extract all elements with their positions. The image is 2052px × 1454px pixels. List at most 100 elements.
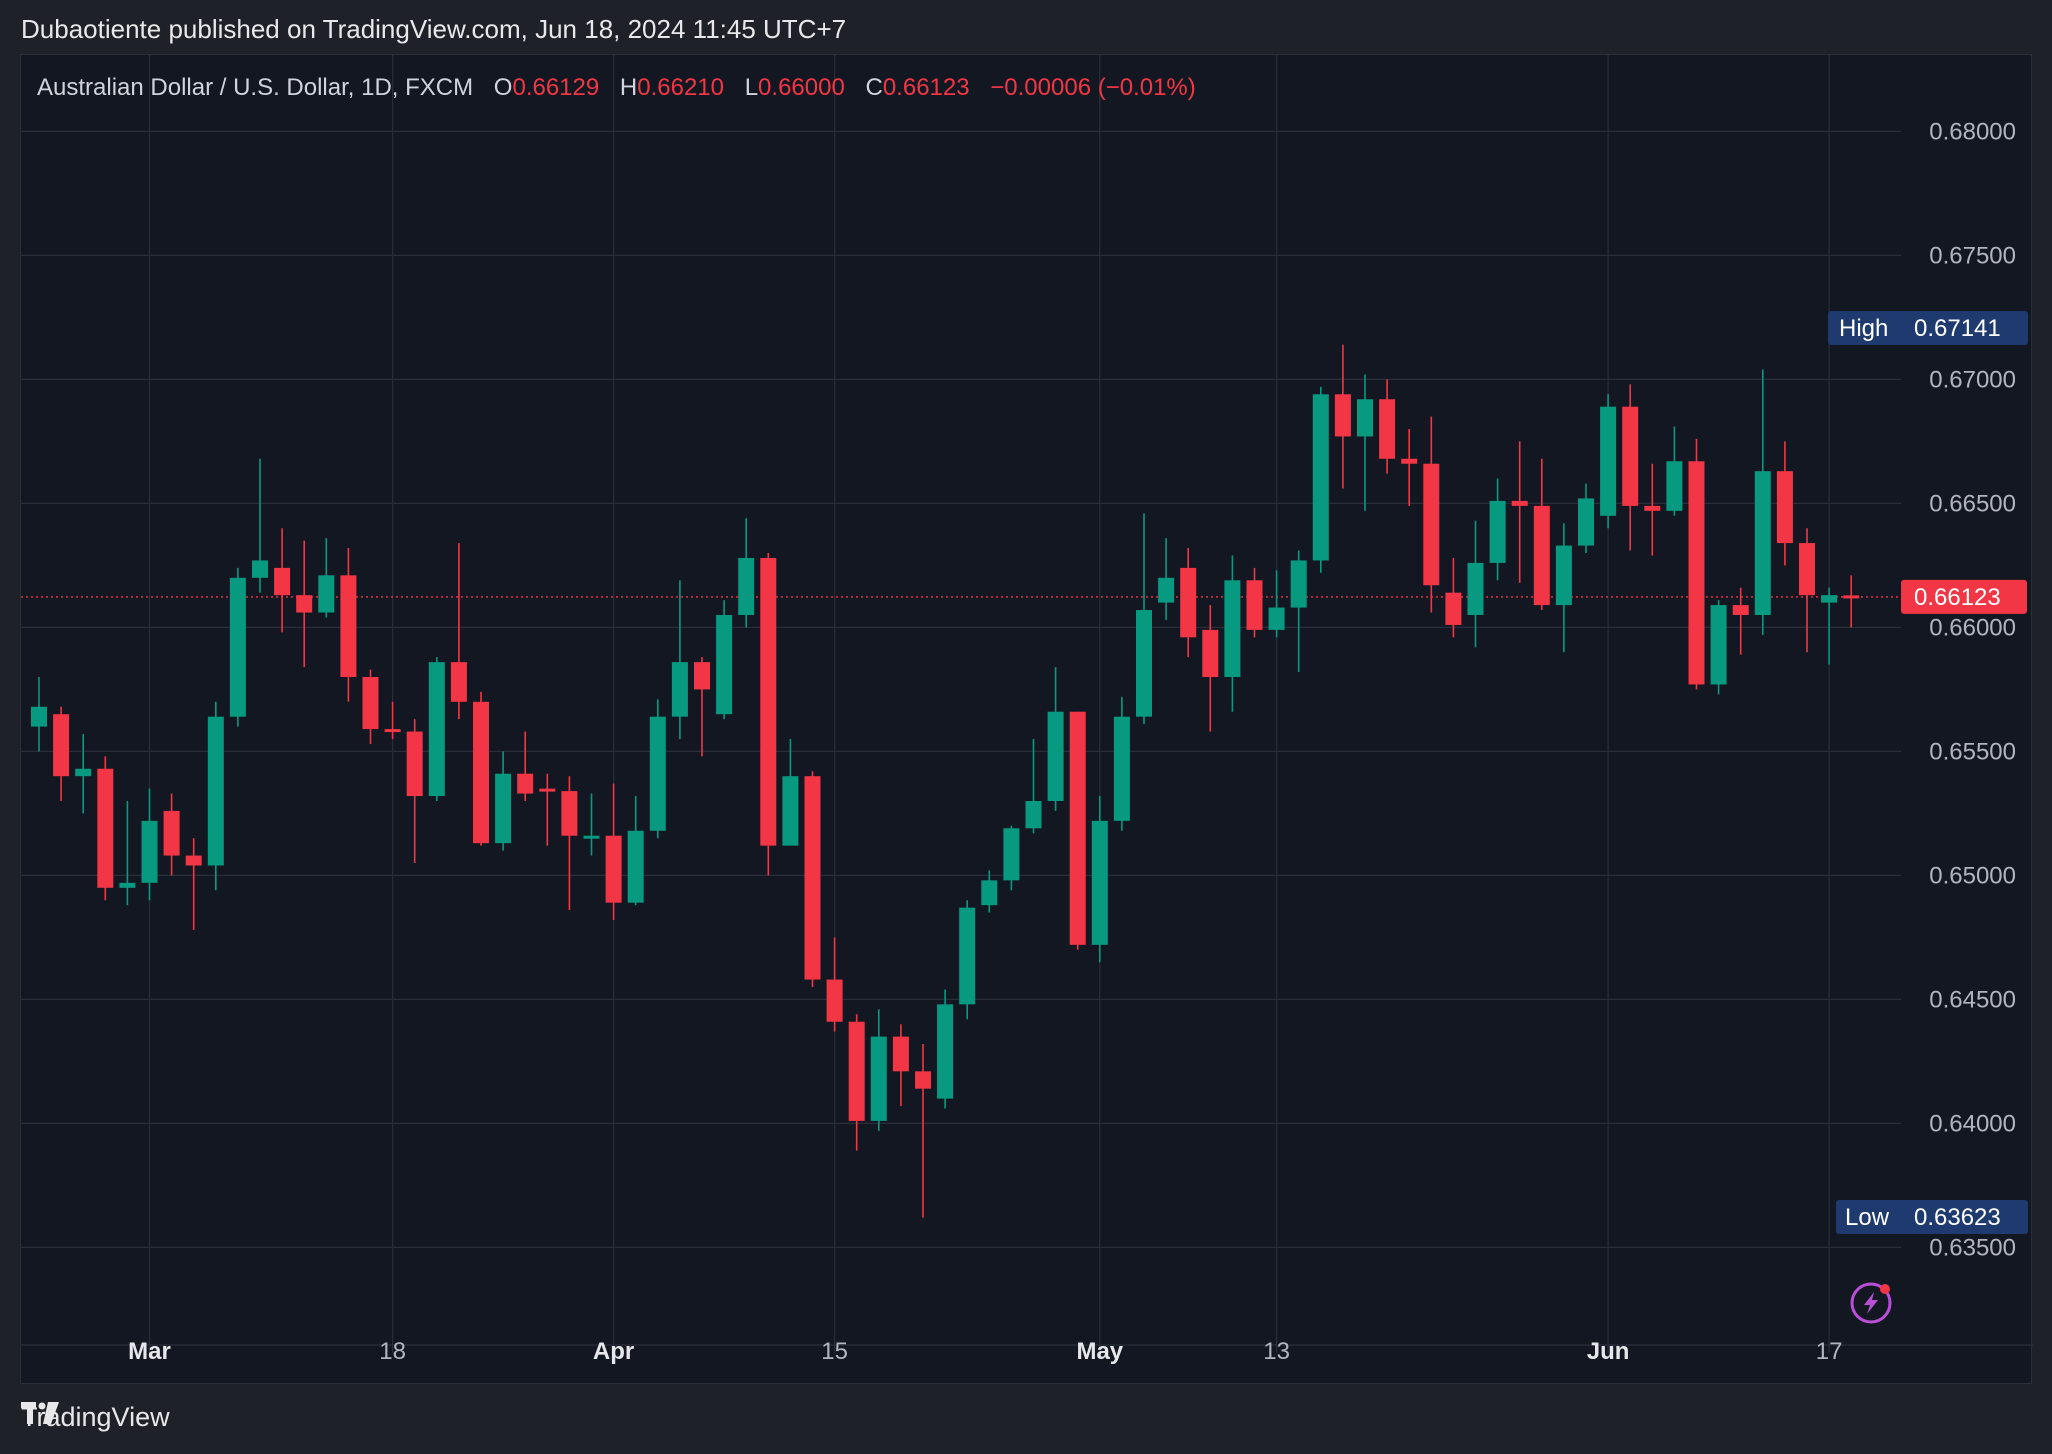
candle[interactable] <box>1600 394 1617 529</box>
candle[interactable] <box>1445 557 1462 638</box>
candle[interactable] <box>1555 523 1572 653</box>
candle[interactable] <box>1290 550 1307 673</box>
candle[interactable] <box>915 1044 931 1218</box>
candle[interactable] <box>583 793 600 856</box>
candle[interactable] <box>1821 587 1838 665</box>
candle[interactable] <box>318 538 335 618</box>
lightning-icon[interactable] <box>1850 1282 1892 1324</box>
candle[interactable] <box>97 756 114 901</box>
candle[interactable] <box>1379 379 1396 474</box>
candle[interactable] <box>1158 538 1175 620</box>
candle[interactable] <box>1025 739 1042 834</box>
candle[interactable] <box>561 776 578 911</box>
candle-body <box>141 820 158 883</box>
candle[interactable] <box>605 783 622 921</box>
candle[interactable] <box>937 989 954 1109</box>
candle[interactable] <box>1047 667 1064 811</box>
candle[interactable] <box>1578 483 1594 553</box>
candle[interactable] <box>649 699 666 839</box>
candle[interactable] <box>31 677 47 752</box>
candle[interactable] <box>1113 696 1130 831</box>
candle[interactable] <box>1334 344 1351 489</box>
candle[interactable] <box>517 731 534 801</box>
candle-body <box>406 731 423 797</box>
candle[interactable] <box>671 580 688 739</box>
candle[interactable] <box>1312 386 1329 573</box>
candle[interactable] <box>1069 711 1086 950</box>
candle[interactable] <box>1489 478 1506 581</box>
candle[interactable] <box>760 553 777 876</box>
candle[interactable] <box>738 518 755 628</box>
candle-body <box>1334 394 1351 437</box>
candle[interactable] <box>826 937 843 1032</box>
candle[interactable] <box>274 528 291 633</box>
candle[interactable] <box>694 657 710 757</box>
candle[interactable] <box>627 796 644 906</box>
candle[interactable] <box>296 540 313 668</box>
candle[interactable] <box>959 900 976 1020</box>
candle[interactable] <box>1357 374 1373 511</box>
candle[interactable] <box>1224 555 1241 712</box>
candle[interactable] <box>1202 605 1219 732</box>
candle[interactable] <box>1688 438 1705 690</box>
candle[interactable] <box>1843 575 1860 628</box>
candle[interactable] <box>848 1014 865 1151</box>
candle-body <box>1644 505 1661 511</box>
candle[interactable] <box>252 458 268 593</box>
candle[interactable] <box>1423 416 1440 613</box>
candle[interactable] <box>1666 426 1683 516</box>
candle-body <box>1290 560 1307 608</box>
candle[interactable] <box>1091 796 1108 963</box>
candle[interactable] <box>473 691 489 846</box>
candle-body <box>1776 471 1793 544</box>
candle[interactable] <box>340 548 357 702</box>
candle[interactable] <box>495 751 512 851</box>
tradingview-logo[interactable]: TradingView <box>21 1402 170 1433</box>
candle[interactable] <box>1644 463 1661 556</box>
candle[interactable] <box>1268 570 1285 638</box>
candlestick-chart[interactable]: 0.68000 0.67500 0.67000 0.66500 0.66000 0.655… <box>21 55 2033 1385</box>
candle-body <box>428 662 445 797</box>
candle[interactable] <box>1511 441 1528 583</box>
candle[interactable] <box>384 701 401 739</box>
candle[interactable] <box>428 657 445 801</box>
candle[interactable] <box>1732 587 1749 655</box>
candle[interactable] <box>716 600 733 720</box>
candle[interactable] <box>406 719 423 863</box>
candle[interactable] <box>1003 825 1020 891</box>
candle[interactable] <box>1754 369 1771 635</box>
chart-area[interactable]: 0.68000 0.67500 0.67000 0.66500 0.66000 0.655… <box>20 54 2033 1385</box>
candle[interactable] <box>1533 458 1550 611</box>
candle[interactable] <box>1401 429 1418 506</box>
candle[interactable] <box>450 543 467 720</box>
candle[interactable] <box>1136 513 1152 725</box>
candle[interactable] <box>804 771 821 987</box>
candle[interactable] <box>185 838 202 930</box>
low-badge-label: Low <box>1845 1204 1890 1231</box>
candle[interactable] <box>119 801 136 906</box>
candle-body <box>1843 595 1860 599</box>
candle[interactable] <box>1246 567 1263 638</box>
low-badge: Low 0.63623 <box>1836 1200 2028 1234</box>
candle[interactable] <box>981 870 998 913</box>
candle[interactable] <box>1467 520 1484 648</box>
candle-body <box>207 716 224 866</box>
candle[interactable] <box>141 788 158 901</box>
candle[interactable] <box>53 706 70 801</box>
candle[interactable] <box>75 734 92 814</box>
candle[interactable] <box>870 1009 887 1131</box>
candle[interactable] <box>1622 384 1639 551</box>
candle[interactable] <box>362 669 379 744</box>
candle[interactable] <box>1776 441 1793 566</box>
legend-symbol: Australian Dollar / U.S. Dollar, 1D, FXC… <box>37 74 473 101</box>
candle[interactable] <box>1799 528 1815 653</box>
candle[interactable] <box>207 701 224 891</box>
candle[interactable] <box>782 739 799 846</box>
candle[interactable] <box>1710 600 1727 695</box>
candle[interactable] <box>163 793 180 876</box>
candle[interactable] <box>1180 548 1197 658</box>
candle[interactable] <box>539 773 556 846</box>
candle[interactable] <box>892 1024 909 1107</box>
candle[interactable] <box>229 567 246 727</box>
legend-high-value: 0.66210 <box>637 74 724 101</box>
